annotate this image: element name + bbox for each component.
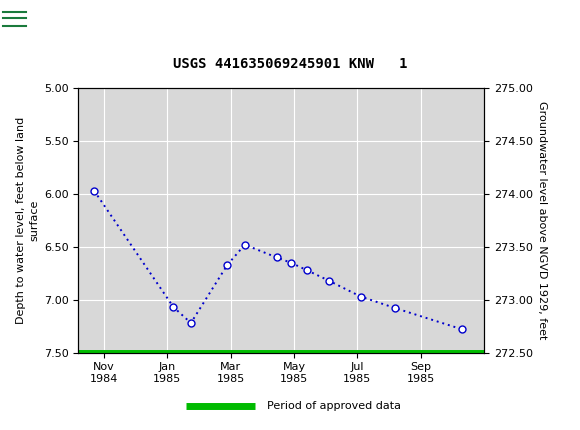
Y-axis label: Depth to water level, feet below land
surface: Depth to water level, feet below land su… (16, 117, 39, 324)
Text: USGS: USGS (32, 11, 87, 29)
Y-axis label: Groundwater level above NGVD 1929, feet: Groundwater level above NGVD 1929, feet (537, 101, 547, 340)
Text: USGS 441635069245901 KNW   1: USGS 441635069245901 KNW 1 (173, 57, 407, 71)
Text: Period of approved data: Period of approved data (267, 401, 401, 412)
Bar (2, 3, 54, 37)
